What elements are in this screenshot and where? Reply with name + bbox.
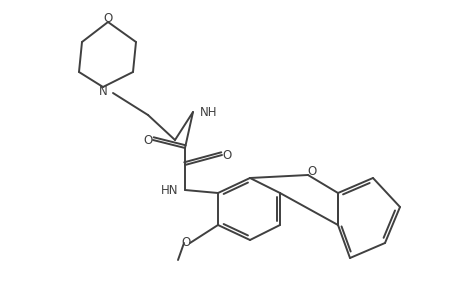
Text: O: O — [103, 11, 112, 25]
Text: O: O — [181, 236, 190, 250]
Text: O: O — [307, 164, 316, 178]
Text: HN: HN — [160, 184, 178, 196]
Text: O: O — [222, 148, 231, 161]
Text: NH: NH — [199, 106, 217, 118]
Text: N: N — [98, 85, 107, 98]
Text: O: O — [143, 134, 152, 146]
